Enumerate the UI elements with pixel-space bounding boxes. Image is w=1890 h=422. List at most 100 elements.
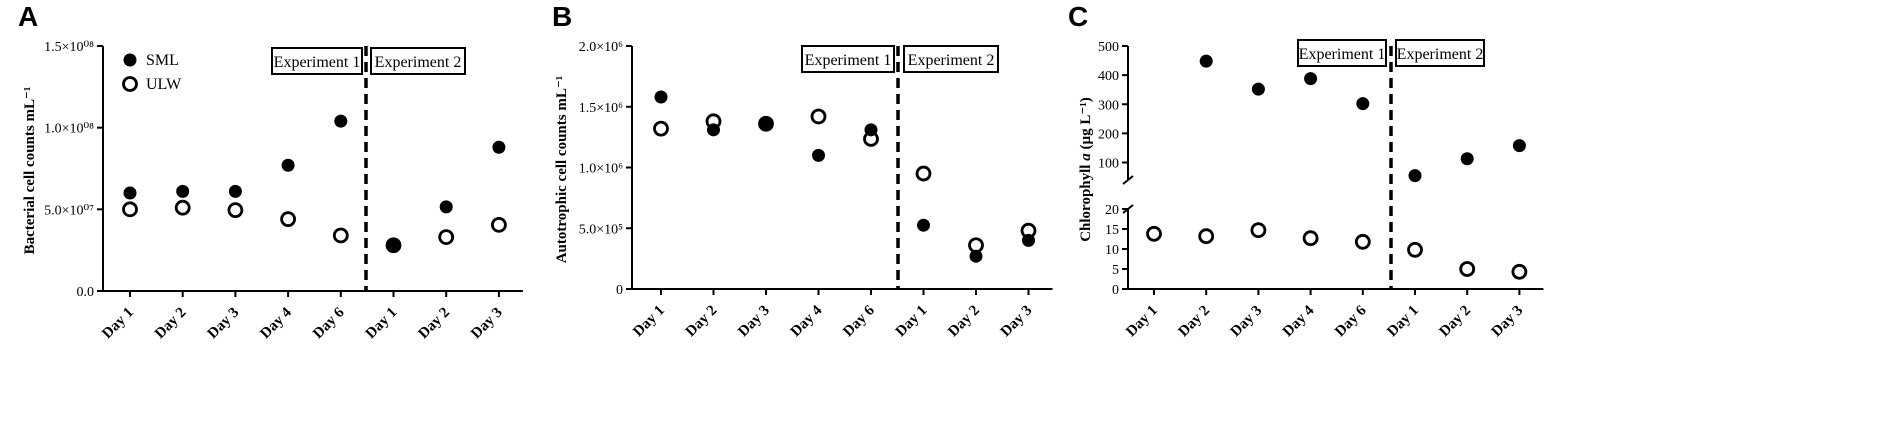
experiment-box [370,47,466,75]
x-tick-label: Day 6 [840,302,878,340]
x-tick-label: Day 2 [945,303,983,341]
experiment-label: Experiment 2 [1397,46,1484,63]
data-point-sml [1199,54,1213,68]
panel-b: B 0 5.0×10⁵ 1.0×10⁶ 1.5×10⁶ 2.0×10⁶ Autotrophi… [552,1,1053,340]
data-point-ulw [438,229,455,246]
panel-letter: B [552,1,572,32]
x-tick-label: Day 1 [893,303,931,341]
data-point-sml [176,184,190,198]
legend-marker-ulw [122,76,138,92]
x-tick-label: Day 3 [1489,303,1527,341]
y-axis-title-part: a [1078,153,1094,161]
data-point-ulw [1198,228,1215,245]
x-tick-label: Day 6 [310,304,348,342]
y-tick-label: 0 [1112,283,1119,298]
data-point-ulw [758,115,774,132]
data-point-sml [1408,169,1422,183]
y-axis-title: Bacterial cell counts mL⁻¹ [22,87,38,255]
data-point-sml [334,114,348,128]
y-tick-label: 2.0×10⁶ [579,40,623,55]
x-tick-label: Day 4 [1280,302,1318,340]
data-point-sml [123,186,137,200]
x-tick-label: Day 1 [1123,303,1161,341]
data-point-ulw [863,131,879,147]
x-tick-label: Day 1 [630,303,668,341]
data-point-sml [812,148,825,162]
y-tick-label: 1.0×10⁶ [579,162,623,177]
x-tick-label: Day 3 [468,305,506,343]
y-tick-label: 100 [1098,157,1119,172]
y-tick-label: 300 [1098,98,1119,113]
experiment-box [903,45,999,73]
x-tick-label: Day 2 [415,305,453,343]
data-point-sml [759,117,773,131]
y-tick-label: 20 [1105,203,1119,218]
x-tick-label: Day 6 [1332,302,1370,340]
y-axis-title-part: (µg L⁻¹) [1078,97,1094,153]
data-point-ulw [174,199,191,216]
panel-letter: C [1068,1,1088,32]
data-point-ulw [385,237,402,254]
data-point-sml [228,184,242,198]
data-point-sml [1356,97,1370,111]
experiment-box [1297,39,1387,67]
data-point-ulw [1302,230,1319,247]
x-tick-label: Day 2 [683,303,721,341]
y-tick-label: 0.0 [77,285,95,300]
experiment-label: Experiment 2 [375,54,462,71]
legend-label: ULW [146,76,182,93]
x-tick-label: Day 1 [99,305,137,343]
y-tick-label: 5 [1112,263,1119,278]
data-point-sml [1460,152,1474,166]
data-point-sml [969,249,983,263]
data-point-ulw [1354,233,1371,250]
experiment-box [271,47,363,75]
experiment-label: Experiment 2 [908,52,995,69]
data-point-ulw [332,227,349,244]
data-point-sml [654,90,668,104]
legend-label: SML [146,52,179,69]
y-tick-label: 5.0×10⁰⁷ [44,203,94,218]
data-point-ulw [490,216,507,233]
data-point-ulw [1459,261,1476,277]
x-tick-label: Day 3 [735,303,773,341]
y-tick-label: 0 [616,283,623,298]
legend-marker-sml [123,53,137,67]
x-tick-label: Day 4 [257,304,295,342]
y-tick-label: 10 [1105,243,1119,258]
data-point-sml [917,218,930,232]
y-tick-label: 1.0×10⁰⁸ [44,122,94,137]
x-tick-label: Day 3 [205,305,243,343]
y-tick-label: 15 [1105,223,1119,238]
y-axis-title: Autotrophic cell counts mL⁻¹ [554,76,570,264]
experiment-box [1395,39,1485,67]
panel-a: A 0.0 5.0×10⁰⁷ 1.0×10⁰⁸ 1.5×10⁰⁸ Bacterial ce… [18,1,523,342]
data-point-ulw [968,237,984,254]
data-point-sml [1512,139,1526,153]
panel-c: C 100 200 300 400 500 0 5 10 15 20 Chlorophyll a (µ… [1068,1,1544,341]
experiment-box [801,45,895,73]
data-point-ulw [810,108,827,125]
data-point-ulw [705,113,722,130]
x-tick-label: Day 3 [998,303,1036,341]
panel-letter: A [18,1,38,32]
data-point-ulw [1146,225,1162,242]
experiment-label: Experiment 1 [274,54,361,71]
y-tick-label: 1.5×10⁶ [579,101,623,116]
y-axis-title: Chlorophyll a (µg L⁻¹) [1078,97,1094,242]
data-point-sml [1251,82,1265,96]
axis-break-mark [1122,175,1134,185]
x-tick-label: Day 1 [363,305,401,343]
x-tick-label: Day 1 [1384,303,1422,341]
data-point-ulw [280,211,297,228]
data-point-ulw [915,165,932,182]
data-point-sml [387,238,400,252]
x-tick-label: Day 2 [1436,303,1474,341]
data-point-sml [281,158,295,172]
x-tick-label: Day 4 [788,302,826,340]
y-tick-label: 1.5×10⁰⁸ [44,40,94,55]
data-point-sml [1304,72,1318,86]
x-tick-label: Day 2 [1175,303,1213,341]
x-tick-label: Day 2 [152,305,190,343]
